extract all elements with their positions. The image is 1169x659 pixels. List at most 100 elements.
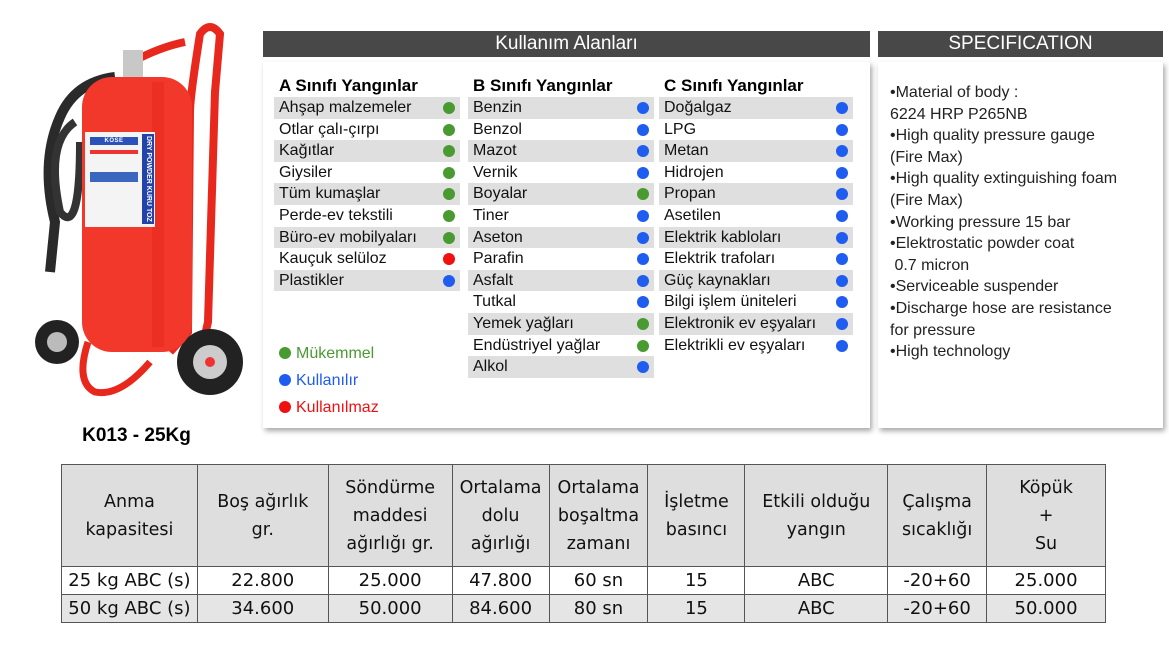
table-cell: ABC [744, 594, 889, 623]
list-item: Elektrikli ev eşyaları [659, 335, 853, 357]
item-label: Propan [664, 185, 716, 203]
status-dot-icon [836, 209, 848, 222]
legend-label: Kullanılır [296, 372, 359, 389]
list-item: Aseton [468, 226, 654, 249]
list-item: Parafin [468, 248, 654, 270]
specification-panel: •Material of body : 6224 HRP P265NB •High … [878, 62, 1163, 428]
item-label: Yemek yağları [473, 314, 574, 332]
status-dot-icon [637, 209, 649, 222]
table-cell: 25 kg ABC (s) [61, 566, 198, 595]
item-label: Elektronik ev eşyaları [664, 314, 817, 332]
table-cell: 84.600 [451, 594, 550, 623]
table-cell: 50 kg ABC (s) [61, 594, 198, 623]
table-cell: 50.000 [986, 594, 1106, 623]
status-dot-icon [637, 102, 649, 114]
spec-line: (Fire Max) [890, 148, 963, 166]
spec-line: (Fire Max) [890, 191, 963, 209]
list-item: Kauçuk selüloz [274, 248, 460, 270]
column-header: Söndürme maddesi ağırlığı gr. [327, 464, 453, 567]
column-title: C Sınıfı Yangınlar [664, 76, 804, 95]
item-label: Mazot [473, 142, 517, 160]
spec-line: •Elektrostatic powder coat [890, 235, 1075, 253]
item-label: Asetilen [664, 206, 721, 224]
legend-item: Mükemmel [279, 340, 379, 367]
item-label: Boyalar [473, 185, 528, 203]
status-dot-icon [836, 231, 848, 244]
list-item: Giysiler [274, 162, 460, 184]
list-item: Otlar çalı-çırpı [274, 119, 460, 141]
table-cell: 15 [647, 594, 746, 623]
usage-header: Kullanım Alanları [263, 31, 870, 57]
item-label: LPG [664, 120, 697, 138]
table-cell: 50.000 [327, 594, 453, 623]
column-header: Boş ağırlık gr. [196, 464, 329, 567]
item-label: Asfalt [473, 271, 514, 289]
list-item: LPG [659, 119, 853, 141]
status-dot-icon [443, 123, 455, 136]
specification-header: SPECIFICATION [878, 31, 1163, 57]
list-item: Alkol [468, 356, 654, 378]
item-label: Giysiler [279, 163, 333, 181]
item-label: Otlar çalı-çırpı [279, 120, 380, 138]
list-item: Doğalgaz [659, 97, 853, 119]
status-dot-icon [637, 188, 649, 201]
item-label: Hidrojen [664, 163, 724, 181]
status-dot-icon [637, 339, 649, 352]
column-header: İşletme basıncı [647, 464, 746, 567]
status-dot-icon [637, 145, 649, 158]
status-dot-icon [637, 253, 649, 266]
status-dot-icon [443, 145, 455, 158]
list-item: Vernik [468, 162, 654, 184]
item-label: Aseton [473, 228, 523, 246]
list-item: Kağıtlar [274, 140, 460, 162]
list-item: Tiner [468, 205, 654, 227]
label-side-text: DRY POWDER KURU TOZ [145, 136, 152, 222]
column-header: Ortalama dolu ağırlığı [451, 464, 550, 567]
label-brand-text: KÖSE [104, 138, 124, 144]
status-dot-icon [443, 166, 455, 179]
item-label: Büro-ev mobilyaları [279, 228, 417, 246]
list-item: Metan [659, 140, 853, 162]
item-label: Alkol [473, 358, 508, 376]
spec-line: •High technology [890, 343, 1011, 361]
table-row: 50 kg ABC (s) 34.600 50.000 84.600 80 sn 15 AB… [61, 594, 1106, 623]
status-dot-icon [443, 188, 455, 201]
list-item: Perde-ev tekstili [274, 205, 460, 227]
item-label: Endüstriyel yağlar [473, 336, 601, 354]
list-item: Propan [659, 183, 853, 205]
list-item: Tüm kumaşlar [274, 183, 460, 205]
list-item: Mazot [468, 140, 654, 162]
spec-line: for pressure [890, 321, 976, 339]
table-cell: 60 sn [548, 566, 649, 595]
item-label: Metan [664, 142, 709, 160]
table-cell: 25.000 [986, 566, 1106, 595]
column-title: B Sınıfı Yangınlar [473, 76, 613, 95]
list-item: Elektrik kabloları [659, 226, 853, 249]
table-cell: -20+60 [887, 594, 988, 623]
status-dot-icon [836, 339, 848, 352]
legend: Mükemmel Kullanılır Kullanılmaz [279, 340, 379, 421]
status-dot-icon [637, 166, 649, 179]
list-item: Büro-ev mobilyaları [274, 226, 460, 249]
table-cell: 22.800 [196, 566, 329, 595]
item-label: Benzol [473, 120, 522, 138]
list-item: Asetilen [659, 205, 853, 227]
item-label: Güç kaynakları [664, 271, 771, 289]
product-caption: K013 - 25Kg [82, 425, 191, 446]
item-label: Tüm kumaşlar [279, 185, 381, 203]
status-dot-icon [443, 274, 455, 287]
status-dot-icon [443, 231, 455, 244]
column-header: Çalışma sıcaklığı [887, 464, 988, 567]
list-item: Plastikler [274, 269, 460, 292]
legend-dot-icon [279, 347, 291, 359]
column-header: Ortalama boşaltma zamanı [548, 464, 649, 567]
item-label: Plastikler [279, 271, 344, 289]
item-label: Elektrik trafoları [664, 250, 776, 268]
status-dot-icon [443, 253, 455, 266]
table-row: 25 kg ABC (s) 22.800 25.000 47.800 60 sn 15 AB… [61, 566, 1106, 595]
specs-table: Anma kapasitesi Boş ağırlık gr. Söndürme madd… [61, 464, 1106, 623]
status-dot-icon [637, 296, 649, 309]
status-dot-icon [836, 188, 848, 201]
table-cell: 80 sn [548, 594, 649, 623]
list-item: Ahşap malzemeler [274, 97, 460, 119]
